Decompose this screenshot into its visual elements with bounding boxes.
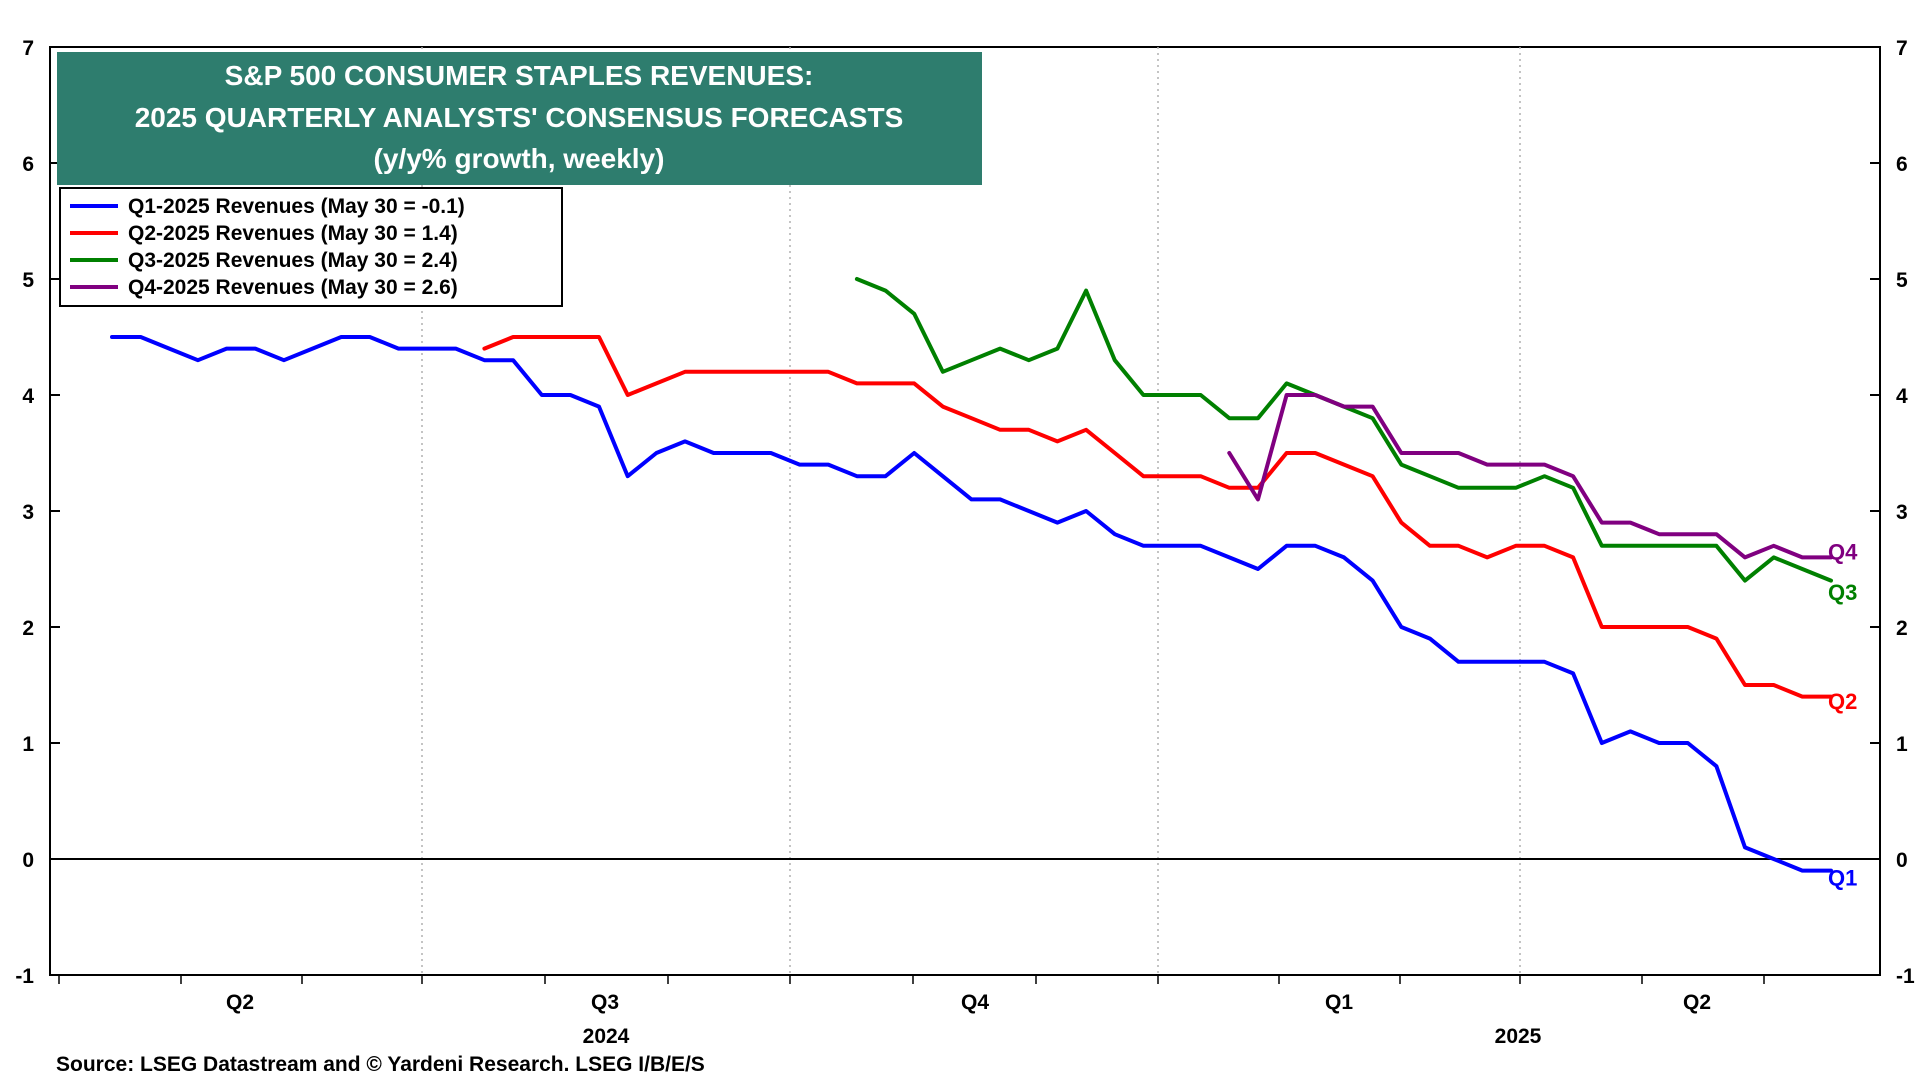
legend-entry: Q3-2025 Revenues (May 30 = 2.4) (128, 249, 458, 272)
y-tick-label-right: 1 (1896, 733, 1908, 756)
y-tick-label-right: 2 (1896, 617, 1908, 640)
x-quarter-label: Q2 (1683, 991, 1711, 1014)
title-line-2: 2025 QUARTERLY ANALYSTS' CONSENSUS FOREC… (135, 102, 904, 133)
title-line-3: (y/y% growth, weekly) (374, 143, 665, 174)
y-tick-label-right: 0 (1896, 849, 1908, 872)
title-line-1: S&P 500 CONSUMER STAPLES REVENUES: (225, 60, 814, 91)
legend-entry: Q2-2025 Revenues (May 30 = 1.4) (128, 222, 458, 245)
y-tick-label-left: -1 (15, 965, 34, 988)
y-tick-label-left: 5 (22, 269, 34, 292)
x-quarter-label: Q1 (1325, 991, 1353, 1014)
y-tick-label-left: 4 (22, 385, 34, 408)
vertical-grid (421, 47, 1521, 975)
y-tick-label-left: 2 (22, 617, 34, 640)
y-tick-label-right: 7 (1896, 37, 1908, 60)
y-tick-label-right: 5 (1896, 269, 1908, 292)
x-quarter-label: Q2 (226, 991, 254, 1014)
x-axis-ticks: Q2 Q3 Q4 Q1 Q2 2024 2025 (58, 975, 1765, 1048)
title-box (57, 52, 982, 185)
x-quarter-label: Q3 (591, 991, 619, 1014)
series-line-q1 (110, 335, 1833, 873)
series-end-labels: Q1 Q2 Q3 Q4 (1828, 540, 1858, 891)
series-line-q2 (482, 335, 1833, 699)
y-tick-label-left: 3 (22, 501, 34, 524)
series-end-label-q3: Q3 (1828, 580, 1857, 605)
legend: Q1-2025 Revenues (May 30 = -0.1) Q2-2025 … (70, 195, 465, 299)
x-year-label: 2024 (583, 1025, 630, 1048)
legend-entry: Q4-2025 Revenues (May 30 = 2.6) (128, 276, 458, 299)
y-tick-label-right: 6 (1896, 153, 1908, 176)
series-end-label-q2: Q2 (1828, 689, 1857, 714)
legend-entry: Q1-2025 Revenues (May 30 = -0.1) (128, 195, 465, 218)
y-tick-label-left: 0 (22, 849, 34, 872)
y-tick-label-right: 3 (1896, 501, 1908, 524)
series-end-label-q1: Q1 (1828, 866, 1857, 891)
legend-box (59, 187, 563, 307)
y-tick-label-left: 7 (22, 37, 34, 60)
source-note: Source: LSEG Datastream and © Yardeni Re… (56, 1053, 705, 1076)
x-year-label: 2025 (1495, 1025, 1542, 1048)
y-tick-label-right: 4 (1896, 385, 1908, 408)
series-end-label-q4: Q4 (1828, 540, 1858, 565)
plot-frame (49, 46, 1881, 976)
series-line-q4 (1227, 393, 1833, 560)
series-lines (110, 277, 1833, 873)
y-tick-label-left: 1 (22, 733, 34, 756)
x-quarter-label: Q4 (961, 991, 989, 1014)
y-tick-label-left: 6 (22, 153, 34, 176)
y-tick-label-right: -1 (1896, 965, 1915, 988)
y-axis-ticks: 7 7 6 6 5 5 4 4 3 3 2 2 1 1 0 0 -1 -1 (15, 37, 1915, 988)
